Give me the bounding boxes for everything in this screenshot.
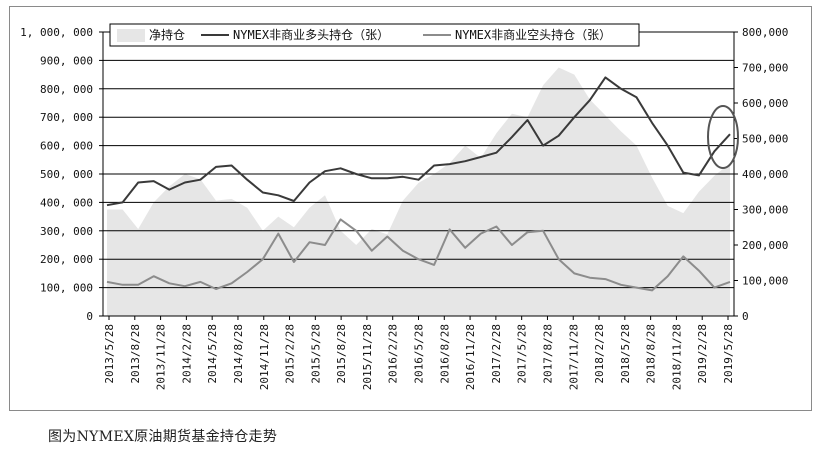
y-left-tick-label: 900, 000 bbox=[40, 54, 93, 67]
x-tick-label: 2018/11/28 bbox=[670, 324, 683, 390]
x-tick-label: 2017/8/28 bbox=[541, 324, 554, 384]
x-tick-label: 2014/8/28 bbox=[232, 324, 245, 384]
x-tick-label: 2013/11/28 bbox=[155, 324, 168, 390]
x-tick-label: 2018/5/28 bbox=[619, 324, 632, 384]
x-tick-label: 2017/2/28 bbox=[490, 324, 503, 384]
y-right-tick-label: 300,000 bbox=[742, 204, 788, 217]
highlight-ellipse bbox=[707, 105, 739, 169]
y-right-tick-label: 0 bbox=[742, 310, 749, 323]
nymex-positions-chart: 0 100, 000 200, 000 300, 000 400, 000 500, 00… bbox=[20, 23, 788, 390]
y-right-tick-label: 200,000 bbox=[742, 239, 788, 252]
x-tick-label: 2014/11/28 bbox=[258, 324, 271, 390]
x-tick-label: 2014/5/28 bbox=[206, 324, 219, 384]
y-left-tick-label: 1, 000, 000 bbox=[20, 26, 93, 39]
y-right-tick-label: 700,000 bbox=[742, 62, 788, 75]
x-tick-label: 2018/8/28 bbox=[645, 324, 658, 384]
x-tick-label: 2015/8/28 bbox=[335, 324, 348, 384]
x-tick-label: 2015/11/28 bbox=[361, 324, 374, 390]
legend-short-position-label: NYMEX非商业空头持仓（张） bbox=[455, 27, 611, 42]
y-right-tick-label: 400,000 bbox=[742, 168, 788, 181]
y-left-tick-label: 800, 000 bbox=[40, 83, 93, 96]
chart-frame: 0 100, 000 200, 000 300, 000 400, 000 500, 00… bbox=[9, 6, 812, 411]
y-right-tick-label: 800,000 bbox=[742, 26, 788, 39]
x-tick-label: 2015/5/28 bbox=[309, 324, 322, 384]
y-right-tick-label: 600,000 bbox=[742, 97, 788, 110]
y-left-tick-label: 100, 000 bbox=[40, 282, 93, 295]
long-position-line bbox=[106, 76, 731, 207]
y-left-tick-label: 0 bbox=[86, 310, 93, 323]
x-tick-label: 2013/8/28 bbox=[129, 324, 142, 384]
y-left-tick-label: 600, 000 bbox=[40, 140, 93, 153]
legend-net-position-swatch bbox=[117, 29, 145, 42]
y-right-tick-label: 500,000 bbox=[742, 133, 788, 146]
x-tick-label: 2014/2/28 bbox=[180, 324, 193, 384]
legend-net-position-label: 净持仓 bbox=[149, 27, 185, 42]
x-tick-label: 2019/2/28 bbox=[696, 324, 709, 384]
x-tick-label: 2019/5/28 bbox=[722, 324, 735, 384]
y-left-tick-label: 300, 000 bbox=[40, 225, 93, 238]
y-left-tick-label: 700, 000 bbox=[40, 111, 93, 124]
legend-box bbox=[109, 23, 640, 47]
y-right-tick-label: 100,000 bbox=[742, 275, 788, 288]
net-position-area bbox=[107, 67, 730, 316]
y-left-tick-label: 500, 000 bbox=[40, 168, 93, 181]
x-tick-label: 2016/8/28 bbox=[438, 324, 451, 384]
y-left-tick-label: 200, 000 bbox=[40, 253, 93, 266]
legend-long-position-label: NYMEX非商业多头持仓（张） bbox=[233, 27, 389, 42]
x-tick-label: 2017/11/28 bbox=[567, 324, 580, 390]
x-tick-label: 2016/2/28 bbox=[387, 324, 400, 384]
figure-caption: 图为NYMEX原油期货基金持仓走势 bbox=[48, 429, 278, 445]
x-tick-label: 2016/11/28 bbox=[464, 324, 477, 390]
x-tick-label: 2018/2/28 bbox=[593, 324, 606, 384]
x-tick-label: 2013/5/28 bbox=[103, 324, 116, 384]
x-tick-label: 2015/2/28 bbox=[284, 324, 297, 384]
x-tick-label: 2017/5/28 bbox=[516, 324, 529, 384]
short-position-line bbox=[106, 218, 731, 292]
x-tick-label: 2016/5/28 bbox=[413, 324, 426, 384]
y-left-tick-label: 400, 000 bbox=[40, 196, 93, 209]
